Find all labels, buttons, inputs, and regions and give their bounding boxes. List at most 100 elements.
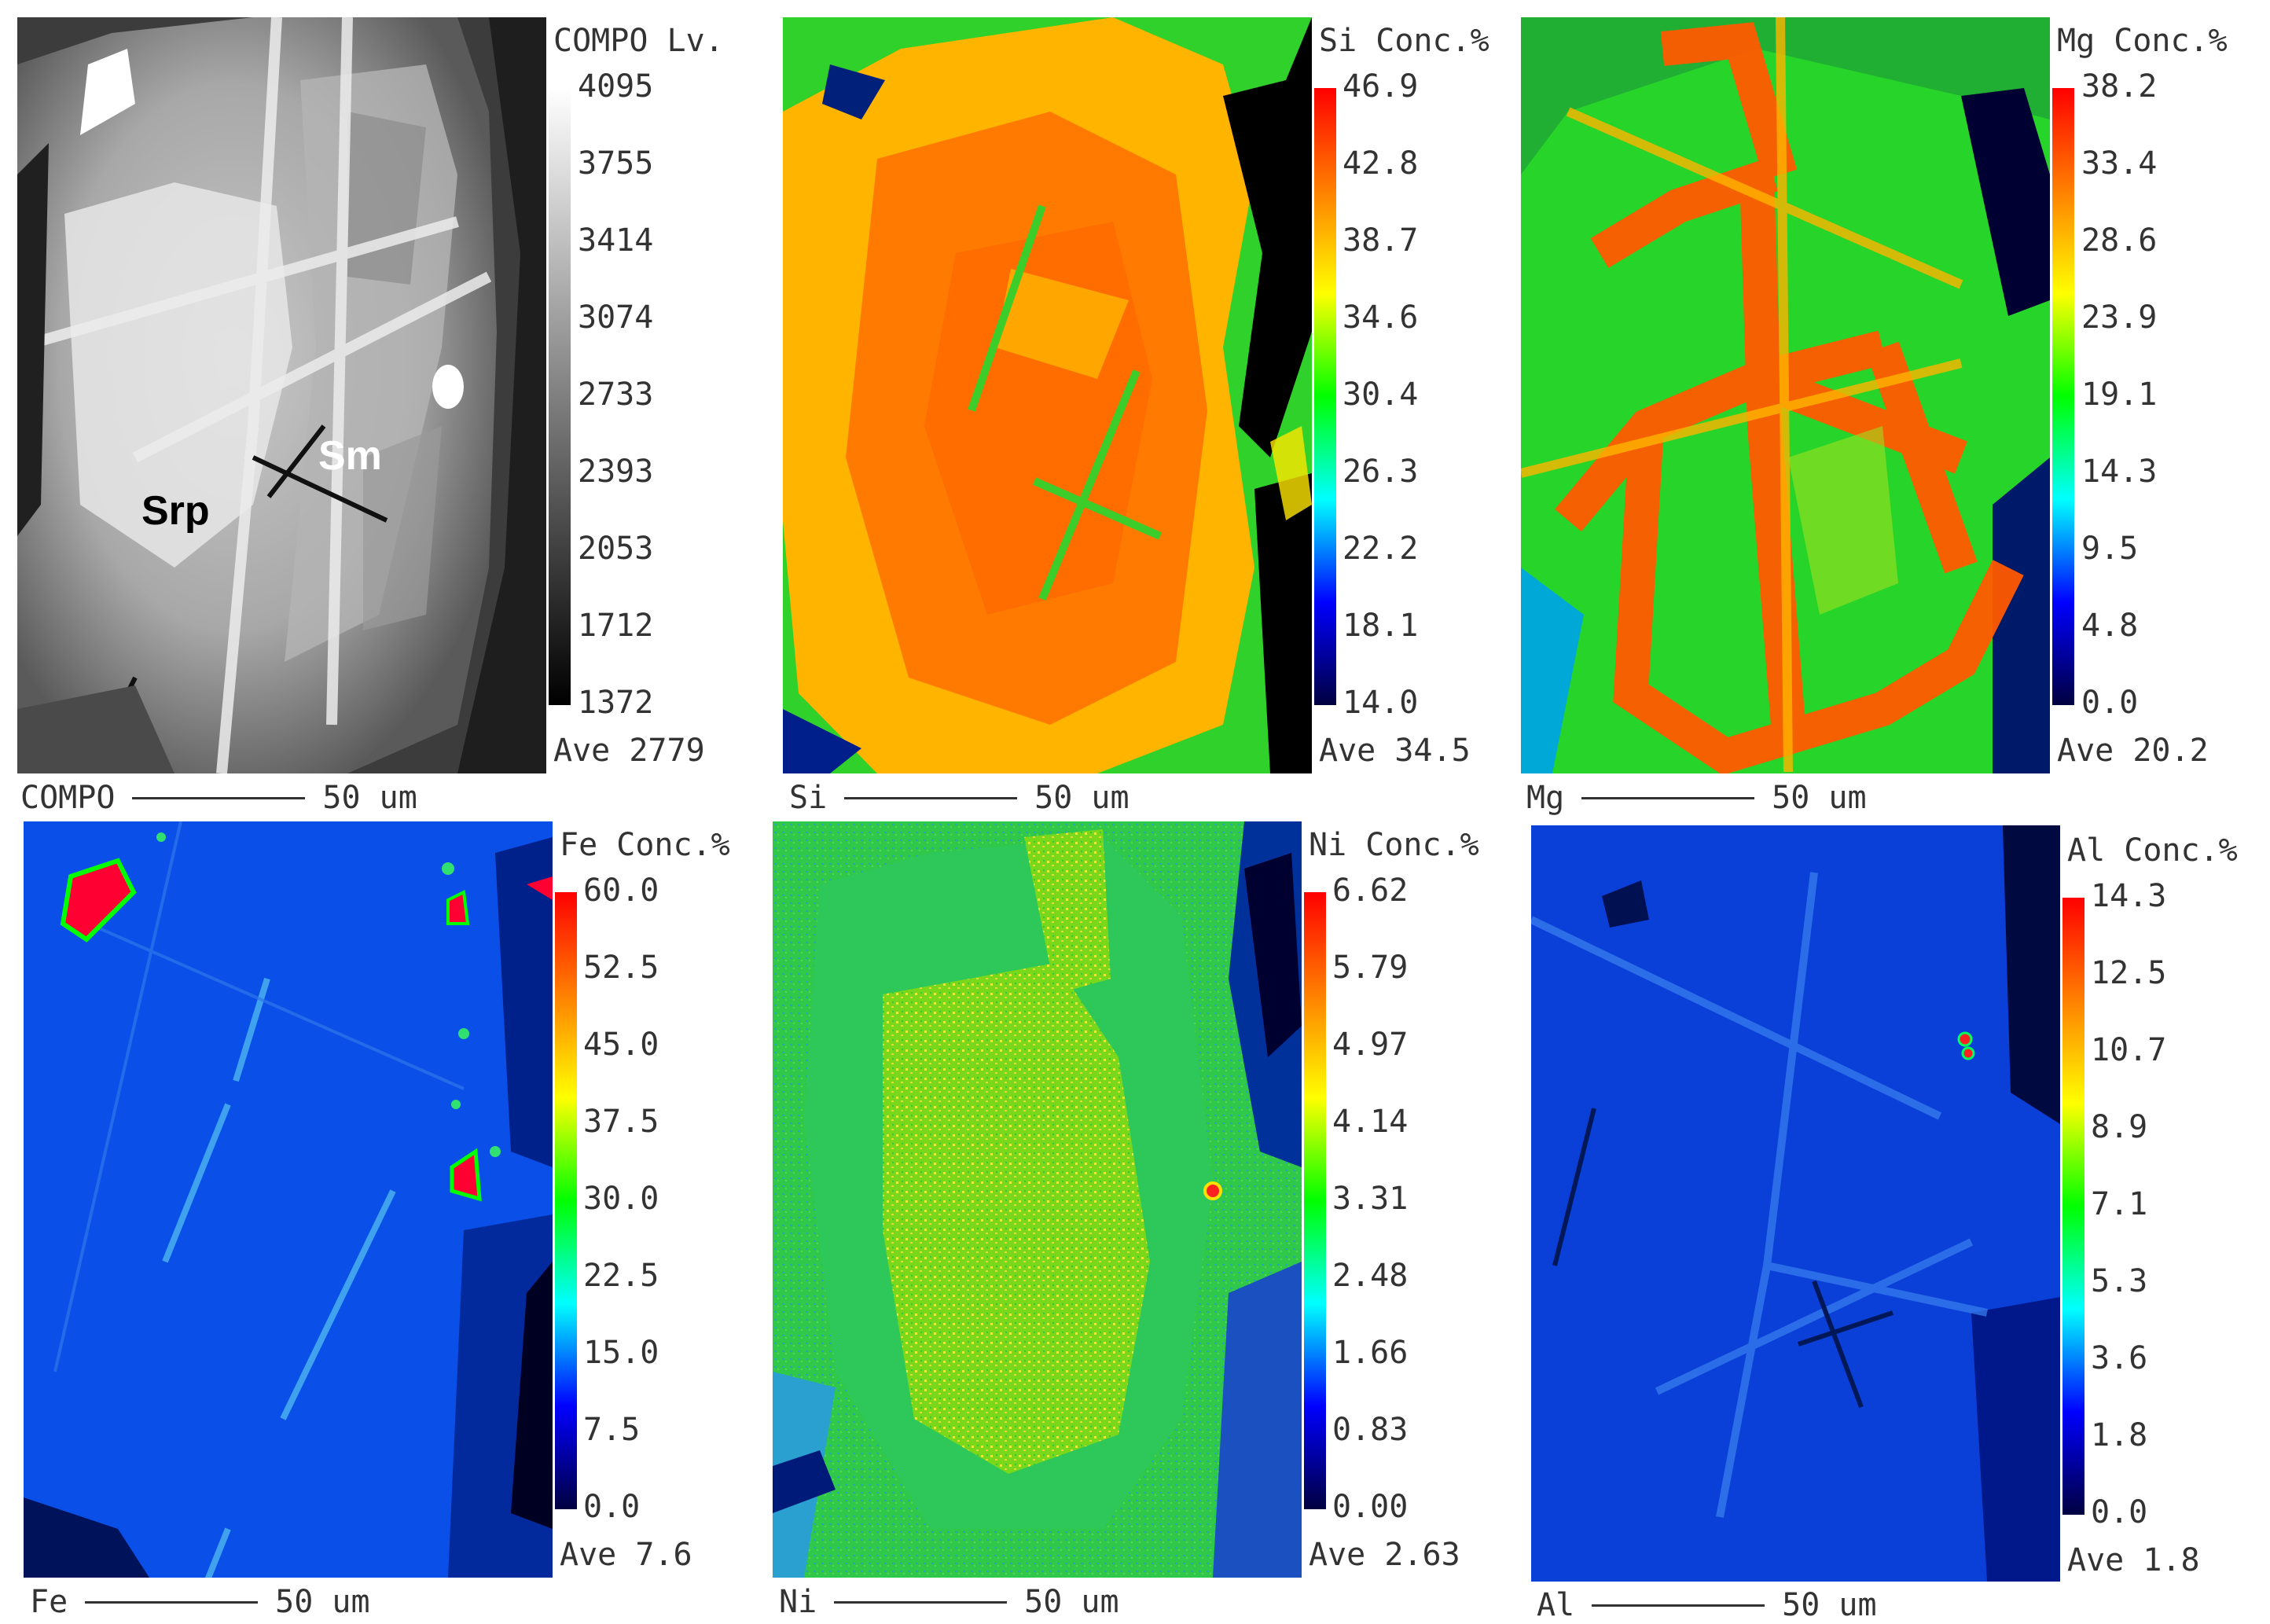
ni-tick: 3.31 <box>1332 1181 1409 1217</box>
al-map-image <box>1531 825 2060 1582</box>
ni-tick: 4.97 <box>1332 1027 1409 1063</box>
ni-title: Ni Conc.% <box>1309 827 1479 863</box>
si-tick: 18.1 <box>1343 608 1419 644</box>
ni-tick: 0.83 <box>1332 1412 1409 1448</box>
si-tick: 26.3 <box>1343 454 1419 490</box>
ni-tick: 4.14 <box>1332 1104 1409 1140</box>
fe-scale-bar: Fe 50 um <box>30 1586 370 1618</box>
fe-tick: 37.5 <box>583 1104 659 1140</box>
al-average: Ave 1.8 <box>2067 1542 2200 1578</box>
compo-tick: 3755 <box>578 145 654 182</box>
scale-element-label: Ni <box>779 1584 817 1620</box>
compo-tick: 1712 <box>578 608 654 644</box>
compo-tick: 2053 <box>578 531 654 567</box>
scale-length: 50 um <box>322 780 417 816</box>
mg-tick: 9.5 <box>2081 531 2139 567</box>
compo-scale-bar: COMPO 50 um <box>20 782 417 814</box>
scale-element-label: Al <box>1537 1587 1575 1623</box>
al-tick: 10.7 <box>2091 1032 2167 1068</box>
mg-tick: 33.4 <box>2081 145 2158 182</box>
ni-tick: 6.62 <box>1332 873 1409 909</box>
si-tick: 42.8 <box>1343 145 1419 182</box>
al-tick: 1.8 <box>2091 1417 2148 1453</box>
si-colorbar <box>1314 88 1336 705</box>
mg-colorbar <box>2052 88 2074 705</box>
fe-tick: 52.5 <box>583 950 659 986</box>
al-tick: 14.3 <box>2091 878 2167 914</box>
fe-title: Fe Conc.% <box>560 827 730 863</box>
srp-label: Srp <box>141 488 210 534</box>
mg-tick: 19.1 <box>2081 377 2158 413</box>
scale-element-label: Fe <box>30 1584 68 1620</box>
al-scale-bar: Al 50 um <box>1537 1589 1877 1621</box>
si-tick: 22.2 <box>1343 531 1419 567</box>
ni-map-image <box>773 821 1302 1578</box>
compo-title: COMPO Lv. <box>553 23 724 59</box>
fe-tick: 15.0 <box>583 1335 659 1371</box>
compo-tick: 2393 <box>578 454 654 490</box>
compo-average: Ave 2779 <box>553 733 705 769</box>
ni-average: Ave 2.63 <box>1309 1537 1460 1573</box>
scale-element-label: Mg <box>1526 780 1565 816</box>
al-colorbar <box>2062 898 2085 1515</box>
scale-length: 50 um <box>275 1584 370 1620</box>
mg-tick: 23.9 <box>2081 299 2158 336</box>
mg-average: Ave 20.2 <box>2057 733 2209 769</box>
scale-length: 50 um <box>1034 780 1129 816</box>
si-average: Ave 34.5 <box>1319 733 1471 769</box>
scale-length: 50 um <box>1024 1584 1119 1620</box>
mg-tick: 38.2 <box>2081 68 2158 105</box>
compo-tick: 1372 <box>578 685 654 721</box>
compo-tick: 2733 <box>578 377 654 413</box>
ni-tick: 2.48 <box>1332 1258 1409 1294</box>
ni-scale-bar: Ni 50 um <box>779 1586 1119 1618</box>
mg-scale-bar: Mg 50 um <box>1526 782 1867 814</box>
compo-tick: 4095 <box>578 68 654 105</box>
si-scale-bar: Si 50 um <box>789 782 1129 814</box>
mg-tick: 28.6 <box>2081 222 2158 259</box>
compo-tick: 3074 <box>578 299 654 336</box>
fe-colorbar <box>555 892 577 1509</box>
fe-tick: 0.0 <box>583 1489 641 1525</box>
ni-colorbar <box>1304 892 1326 1509</box>
scale-line <box>844 796 1018 799</box>
scale-element-label: Si <box>789 780 828 816</box>
al-title: Al Conc.% <box>2067 832 2238 869</box>
scale-length: 50 um <box>1782 1587 1877 1623</box>
si-title: Si Conc.% <box>1319 23 1489 59</box>
si-tick: 34.6 <box>1343 299 1419 336</box>
mg-tick: 4.8 <box>2081 608 2139 644</box>
si-tick: 14.0 <box>1343 685 1419 721</box>
mg-title: Mg Conc.% <box>2057 23 2228 59</box>
compo-map-image <box>17 17 546 773</box>
ni-tick: 1.66 <box>1332 1335 1409 1371</box>
al-tick: 8.9 <box>2091 1109 2148 1145</box>
si-tick: 30.4 <box>1343 377 1419 413</box>
al-tick: 0.0 <box>2091 1494 2148 1530</box>
scale-length: 50 um <box>1772 780 1867 816</box>
si-tick: 46.9 <box>1343 68 1419 105</box>
ni-tick: 5.79 <box>1332 950 1409 986</box>
al-tick: 5.3 <box>2091 1263 2148 1299</box>
fe-tick: 22.5 <box>583 1258 659 1294</box>
fe-tick: 30.0 <box>583 1181 659 1217</box>
al-tick: 3.6 <box>2091 1340 2148 1376</box>
scale-line <box>132 796 306 799</box>
fe-tick: 60.0 <box>583 873 659 909</box>
scale-line <box>834 1600 1008 1604</box>
scale-line <box>1581 796 1755 799</box>
scale-line <box>85 1600 259 1604</box>
mg-tick: 0.0 <box>2081 685 2139 721</box>
compo-tick: 3414 <box>578 222 654 259</box>
fe-tick: 7.5 <box>583 1412 641 1448</box>
al-tick: 7.1 <box>2091 1186 2148 1222</box>
fe-tick: 45.0 <box>583 1027 659 1063</box>
si-tick: 38.7 <box>1343 222 1419 259</box>
al-tick: 12.5 <box>2091 955 2167 991</box>
ni-tick: 0.00 <box>1332 1489 1409 1525</box>
mg-tick: 14.3 <box>2081 454 2158 490</box>
scale-element-label: COMPO <box>20 780 116 816</box>
scale-line <box>1592 1604 1765 1607</box>
fe-map-image <box>24 821 553 1578</box>
si-map-image <box>783 17 1312 773</box>
